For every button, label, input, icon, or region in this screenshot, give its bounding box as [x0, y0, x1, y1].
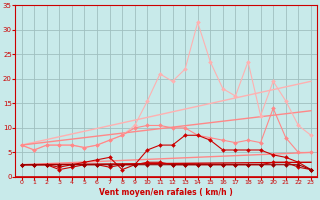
X-axis label: Vent moyen/en rafales ( km/h ): Vent moyen/en rafales ( km/h ): [100, 188, 233, 197]
